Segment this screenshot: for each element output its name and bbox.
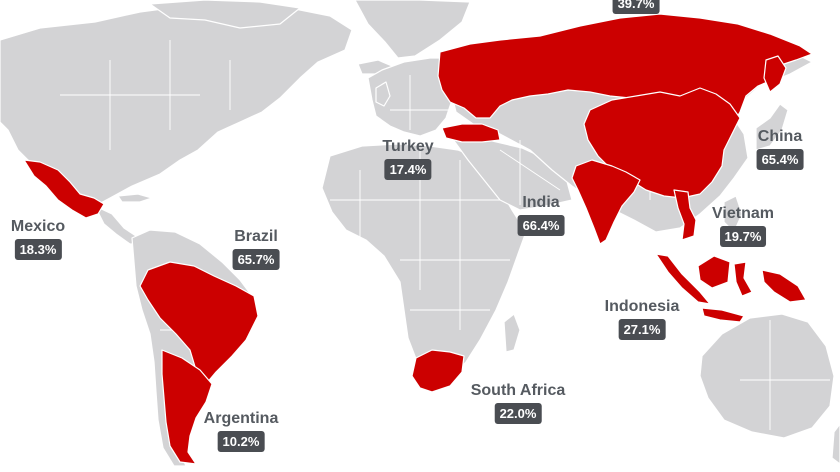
country-vietnam <box>673 189 697 241</box>
callout-vietnam: Vietnam 19.7% <box>712 205 774 247</box>
country-indonesia-sulawesi <box>733 261 753 297</box>
callout-china: China 65.4% <box>756 128 804 170</box>
value-badge-indonesia: 27.1% <box>618 319 666 340</box>
country-india <box>571 159 641 245</box>
landmass-new-zealand <box>831 423 840 465</box>
landmass-australia <box>699 313 835 439</box>
country-russia-kamchatka <box>763 55 787 93</box>
callout-south-africa: South Africa 22.0% <box>470 382 566 424</box>
value-badge-top-cut: 39.7% <box>612 0 660 14</box>
value-badge-south-africa: 22.0% <box>494 403 542 424</box>
country-label-turkey: Turkey <box>382 138 434 155</box>
country-turkey <box>441 123 501 143</box>
callout-indonesia: Indonesia 27.1% <box>604 298 680 340</box>
landmass-caribbean <box>117 193 153 203</box>
country-label-mexico: Mexico <box>10 218 66 235</box>
landmass-greenland <box>354 0 471 59</box>
country-brazil <box>139 261 259 385</box>
country-indonesia-sumatra <box>655 253 711 305</box>
country-south-africa <box>411 349 465 393</box>
country-mexico <box>23 159 105 219</box>
country-label-argentina: Argentina <box>203 410 279 427</box>
callout-india: India 66.4% <box>517 194 565 236</box>
country-label-indonesia: Indonesia <box>604 298 680 315</box>
value-badge-mexico: 18.3% <box>14 239 62 260</box>
country-label-south-africa: South Africa <box>470 382 566 399</box>
country-indonesia-borneo <box>697 255 731 289</box>
value-badge-turkey: 17.4% <box>384 159 432 180</box>
callout-turkey: Turkey 17.4% <box>382 138 434 180</box>
landmass-arctic-islands <box>149 0 301 29</box>
country-label-india: India <box>522 194 560 211</box>
country-label-vietnam: Vietnam <box>712 205 774 222</box>
country-argentina <box>161 349 213 465</box>
landmass-madagascar <box>503 313 521 353</box>
callout-mexico: Mexico 18.3% <box>11 218 65 260</box>
value-badge-brazil: 65.7% <box>232 249 280 270</box>
landmass-uk <box>375 81 391 107</box>
landmass-philippines <box>723 195 743 233</box>
value-badge-china: 65.4% <box>756 149 804 170</box>
value-badge-argentina: 10.2% <box>217 431 265 452</box>
callout-brazil: Brazil 65.7% <box>232 228 280 270</box>
value-badge-vietnam: 19.7% <box>719 226 767 247</box>
country-indonesia-java <box>701 307 745 323</box>
country-label-brazil: Brazil <box>234 228 278 245</box>
country-indonesia-papua <box>761 269 807 303</box>
callout-top-cut: 39.7% <box>612 0 660 14</box>
value-badge-india: 66.4% <box>517 215 565 236</box>
landmass-middle-east <box>451 137 573 211</box>
callout-argentina: Argentina 10.2% <box>203 410 279 452</box>
country-label-china: China <box>757 128 803 145</box>
